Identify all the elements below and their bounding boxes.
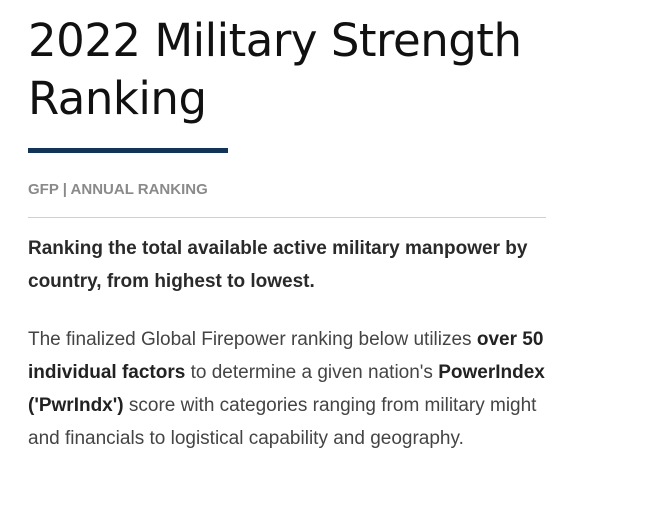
page-title-line2: Ranking (28, 72, 207, 125)
body-bold-2: PowerIndex ('PwrIndx') (28, 362, 545, 416)
page-title-line1: 2022 Military Strength (28, 14, 522, 67)
body-text-3: score with categories ranging from milit… (28, 395, 537, 449)
title-underline (28, 148, 228, 153)
body-text-1: The finalized Global Firepower ranking b… (28, 329, 477, 350)
article-header: 2022 Military Strength Ranking GFP | ANN… (28, 0, 546, 455)
body-text-2: to determine a given nation's (185, 362, 439, 383)
divider (28, 217, 546, 218)
page-title: 2022 Military Strength Ranking (28, 0, 546, 128)
lead-paragraph: Ranking the total available active milit… (28, 238, 528, 292)
section-kicker: GFP | ANNUAL RANKING (28, 181, 208, 198)
body-paragraph: The finalized Global Firepower ranking b… (28, 323, 546, 455)
body-bold-1: over 50 individual factors (28, 329, 544, 383)
